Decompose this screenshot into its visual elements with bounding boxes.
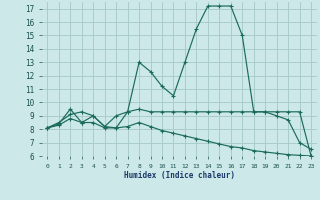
X-axis label: Humidex (Indice chaleur): Humidex (Indice chaleur) — [124, 171, 235, 180]
